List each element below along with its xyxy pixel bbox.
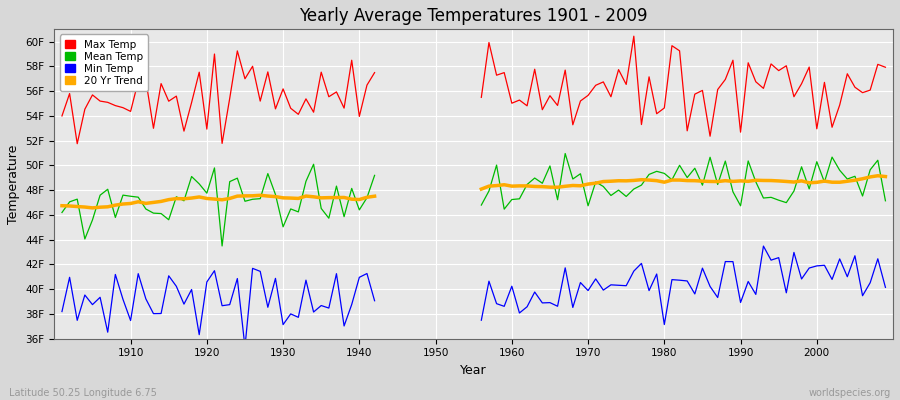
Line: 20 Yr Trend: 20 Yr Trend [62, 176, 886, 208]
Max Temp [331, 90, 342, 94]
20 Yr Trend [331, 195, 342, 200]
Mean Temp [606, 193, 616, 198]
Mean Temp [507, 197, 517, 202]
Y-axis label: Temperature: Temperature [7, 144, 20, 224]
Max Temp [606, 94, 616, 99]
Max Temp [285, 106, 296, 111]
Min Temp [606, 282, 616, 287]
Min Temp [880, 285, 891, 290]
20 Yr Trend [880, 174, 891, 179]
Max Temp [507, 101, 517, 106]
20 Yr Trend [514, 184, 525, 188]
Legend: Max Temp, Mean Temp, Min Temp, 20 Yr Trend: Max Temp, Mean Temp, Min Temp, 20 Yr Tre… [59, 34, 148, 91]
20 Yr Trend [507, 184, 517, 188]
Mean Temp [880, 198, 891, 203]
Mean Temp [57, 210, 68, 215]
Line: Min Temp: Min Temp [62, 246, 886, 347]
Mean Temp [514, 196, 525, 201]
Text: worldspecies.org: worldspecies.org [809, 388, 891, 398]
Line: Mean Temp: Mean Temp [62, 154, 886, 246]
Min Temp [118, 297, 129, 302]
Max Temp [514, 98, 525, 102]
Min Temp [507, 284, 517, 289]
20 Yr Trend [118, 202, 129, 206]
Title: Yearly Average Temperatures 1901 - 2009: Yearly Average Temperatures 1901 - 2009 [300, 7, 648, 25]
X-axis label: Year: Year [461, 364, 487, 377]
Min Temp [57, 309, 68, 314]
Line: Max Temp: Max Temp [62, 36, 886, 144]
Max Temp [57, 114, 68, 118]
Mean Temp [331, 184, 342, 188]
Min Temp [285, 312, 296, 316]
Mean Temp [285, 206, 296, 211]
Max Temp [118, 105, 129, 110]
Mean Temp [118, 193, 129, 198]
Text: Latitude 50.25 Longitude 6.75: Latitude 50.25 Longitude 6.75 [9, 388, 157, 398]
Max Temp [880, 65, 891, 70]
Min Temp [331, 271, 342, 276]
20 Yr Trend [57, 203, 68, 208]
Min Temp [514, 310, 525, 315]
20 Yr Trend [606, 179, 616, 184]
20 Yr Trend [285, 196, 296, 200]
